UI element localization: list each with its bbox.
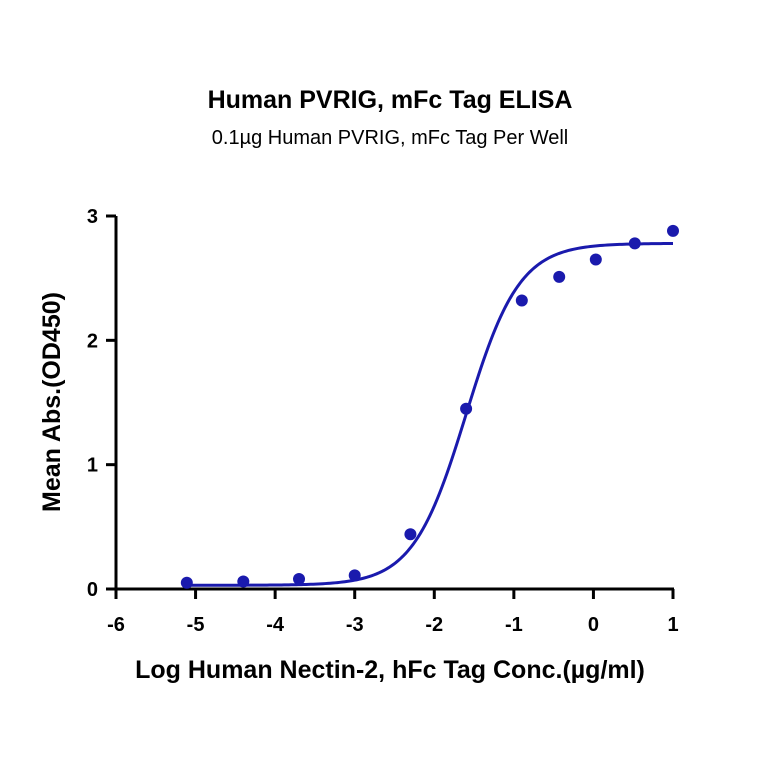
- y-tick-label: 0: [87, 579, 98, 601]
- data-point: [460, 402, 473, 415]
- fit-curve: [186, 242, 674, 587]
- x-axis-label: Log Human Nectin-2, hFc Tag Conc.(µg/ml): [135, 656, 645, 684]
- y-tick-label: 1: [87, 455, 98, 477]
- axes: [114, 216, 674, 591]
- y-tick-label: 2: [87, 330, 98, 352]
- y-tick-label: 3: [87, 206, 98, 228]
- fit-curve-layer: [186, 242, 674, 587]
- data-point: [589, 253, 602, 266]
- chart-title: Human PVRIG, mFc Tag ELISA: [208, 86, 573, 114]
- x-tick-label: -6: [107, 614, 125, 636]
- x-tick-label: -2: [425, 614, 443, 636]
- data-point: [515, 294, 528, 307]
- data-point: [667, 224, 679, 237]
- x-tick-label: -5: [187, 614, 205, 636]
- data-point: [180, 576, 193, 589]
- y-axis-label: Mean Abs.(OD450): [38, 292, 66, 512]
- x-tick-label: 1: [667, 614, 678, 636]
- x-tick-label: -3: [346, 614, 364, 636]
- data-point: [404, 528, 417, 541]
- data-point: [348, 569, 361, 582]
- ticks: -6 -5 -4 -3 -2 -1 0 1 0 1 2 3: [87, 206, 679, 636]
- x-tick-label: 0: [588, 614, 599, 636]
- x-tick-label: -1: [505, 614, 523, 636]
- data-point: [628, 237, 641, 250]
- data-point: [237, 575, 250, 588]
- data-points-layer: [180, 224, 679, 589]
- x-tick-label: -4: [266, 614, 285, 636]
- chart-subtitle: 0.1µg Human PVRIG, mFc Tag Per Well: [212, 127, 568, 149]
- data-point: [293, 573, 306, 586]
- data-point: [553, 270, 566, 283]
